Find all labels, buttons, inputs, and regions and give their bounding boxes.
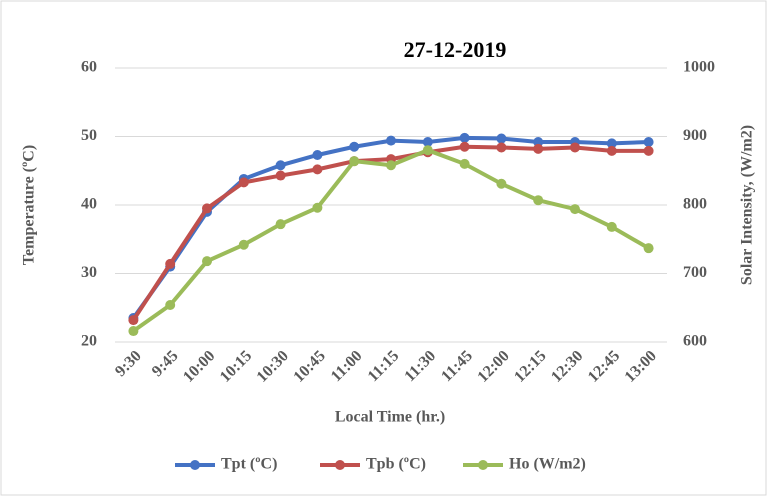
y2-tick-label: 600 <box>683 333 707 350</box>
y-tick-label: 20 <box>81 333 97 350</box>
legend-marker <box>335 460 345 470</box>
data-point <box>128 315 139 326</box>
chart-title: 27-12-2019 <box>404 37 507 62</box>
data-point <box>643 145 654 156</box>
data-point <box>533 195 544 206</box>
data-point <box>202 256 212 267</box>
legend-label: Tpb (ºC) <box>366 456 426 473</box>
data-point <box>165 300 176 311</box>
data-point <box>275 219 286 230</box>
y-tick-label: 50 <box>81 127 97 144</box>
data-point <box>606 138 617 149</box>
data-point <box>606 145 617 156</box>
y2-tick-label: 900 <box>683 127 707 144</box>
legend-marker <box>478 460 488 470</box>
data-point <box>128 326 139 337</box>
legend-label: Ho (W/m2) <box>509 456 586 473</box>
data-point <box>312 164 323 175</box>
y2-tick-label: 1000 <box>683 59 715 76</box>
data-point <box>422 136 433 147</box>
data-point <box>496 178 507 189</box>
y2-tick-label: 800 <box>683 196 707 213</box>
data-point <box>459 141 470 152</box>
data-point <box>643 243 654 254</box>
data-point <box>496 142 507 153</box>
data-point <box>570 204 580 215</box>
y-tick-label: 40 <box>81 196 97 213</box>
data-point <box>349 141 360 152</box>
data-point <box>349 156 360 167</box>
y2-tick-label: 700 <box>683 264 707 281</box>
data-point <box>275 170 286 181</box>
data-point <box>459 132 470 143</box>
data-point <box>238 239 249 250</box>
data-point <box>165 258 176 269</box>
data-point <box>570 142 580 153</box>
data-point <box>533 143 544 154</box>
data-point <box>643 136 654 147</box>
data-point <box>312 149 323 160</box>
y-tick-label: 60 <box>81 59 97 76</box>
data-point <box>386 160 396 171</box>
legend-label: Tpt (ºC) <box>221 456 277 473</box>
data-point <box>496 133 507 144</box>
data-point <box>386 135 396 146</box>
y-tick-label: 30 <box>81 264 97 281</box>
data-point <box>459 158 470 169</box>
data-point <box>422 145 433 156</box>
data-point <box>275 160 286 171</box>
y-axis-title: Temperature (ºC) <box>21 145 38 265</box>
y2-axis-title: Solar Intensity, (W/m2) <box>739 125 756 285</box>
data-point <box>238 177 249 188</box>
data-point <box>312 202 323 213</box>
x-axis-title: Local Time (hr.) <box>335 409 445 426</box>
data-point <box>202 203 212 214</box>
legend-marker <box>190 460 200 470</box>
data-point <box>606 221 617 232</box>
data-point <box>533 136 544 147</box>
